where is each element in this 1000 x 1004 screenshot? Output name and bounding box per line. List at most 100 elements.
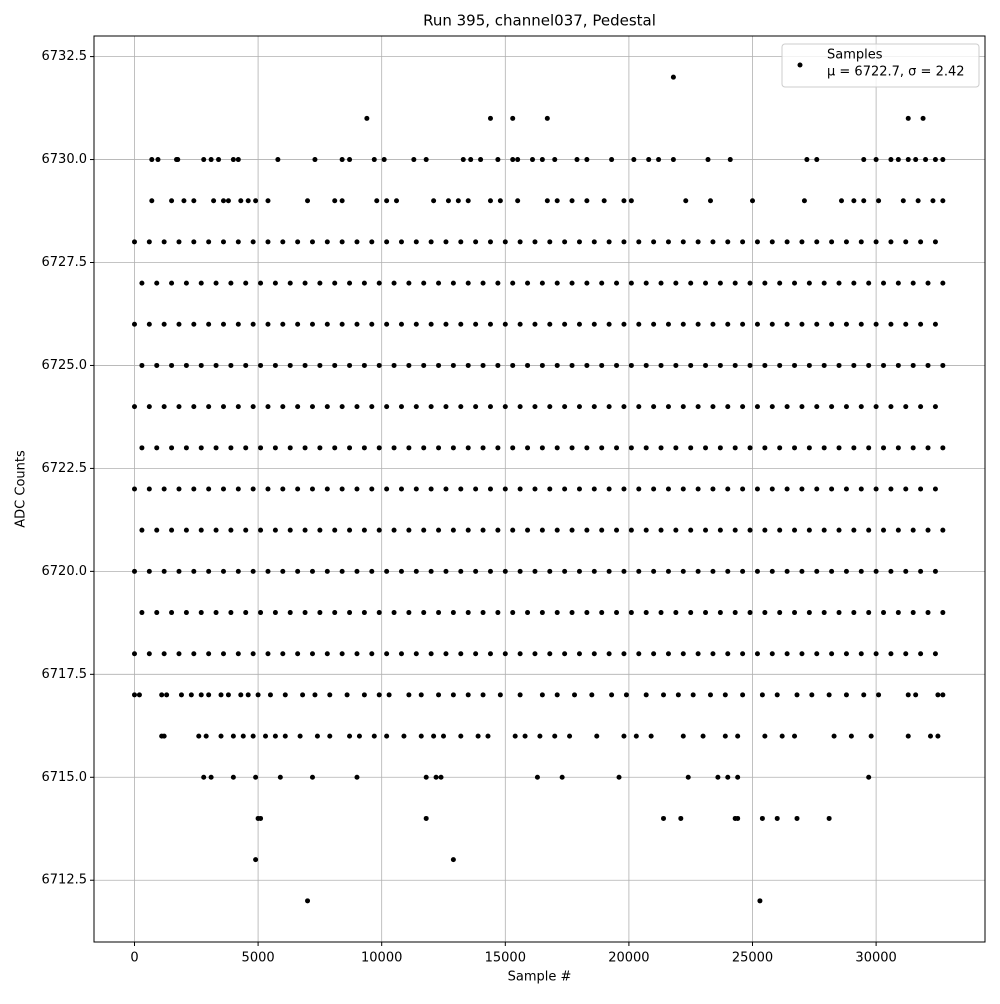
point [740,404,746,410]
point [658,610,664,616]
point [169,362,175,368]
point [614,527,620,533]
point [238,198,244,204]
point [651,321,657,327]
point [309,239,315,245]
point [297,733,303,739]
point [525,527,531,533]
point [636,651,642,657]
point [740,692,746,698]
point [754,404,760,410]
point [747,362,753,368]
point [253,198,259,204]
point [680,486,686,492]
point [374,198,380,204]
point [801,198,807,204]
point [146,568,152,574]
point [235,404,241,410]
point [475,733,481,739]
point [806,527,812,533]
point [754,239,760,245]
point [599,280,605,286]
point [576,239,582,245]
point [843,404,849,410]
point [670,74,676,80]
point [220,404,226,410]
point [344,692,350,698]
point [680,651,686,657]
point [487,568,493,574]
point [339,651,345,657]
point [658,527,664,533]
point [436,692,442,698]
point [450,362,456,368]
point [569,198,575,204]
point [302,362,308,368]
point [198,445,204,451]
point [272,445,278,451]
point [225,692,231,698]
point [265,321,271,327]
point [866,445,872,451]
point [829,404,835,410]
point [903,651,909,657]
point [646,157,652,163]
point [465,198,471,204]
point [309,774,315,780]
point [888,321,894,327]
point [940,692,946,698]
point [502,404,508,410]
point [688,527,694,533]
point [332,198,338,204]
point [576,651,582,657]
point [762,610,768,616]
point [532,651,538,657]
point [218,692,224,698]
point [436,362,442,368]
point [473,404,479,410]
point [574,157,580,163]
point [851,362,857,368]
point [843,321,849,327]
point [643,445,649,451]
point [940,198,946,204]
point [576,404,582,410]
point [725,568,731,574]
point [774,692,780,698]
point [146,486,152,492]
point [683,198,689,204]
point [665,321,671,327]
point [272,733,278,739]
point [250,733,256,739]
point [458,651,464,657]
point [208,774,214,780]
point [903,239,909,245]
point [552,157,558,163]
point [905,692,911,698]
point [895,157,901,163]
point [465,445,471,451]
point [525,362,531,368]
point [169,445,175,451]
point [146,651,152,657]
point [576,568,582,574]
point [213,527,219,533]
point [339,157,345,163]
point [525,445,531,451]
point [265,239,271,245]
point [228,362,234,368]
point [243,280,249,286]
point [391,280,397,286]
point [376,527,382,533]
point [609,157,615,163]
point [178,692,184,698]
point [347,157,353,163]
x-tick-label: 5000 [242,951,275,966]
point [391,610,397,616]
point [606,568,612,574]
point [282,733,288,739]
point [445,198,451,204]
point [220,198,226,204]
point [848,733,854,739]
point [821,445,827,451]
